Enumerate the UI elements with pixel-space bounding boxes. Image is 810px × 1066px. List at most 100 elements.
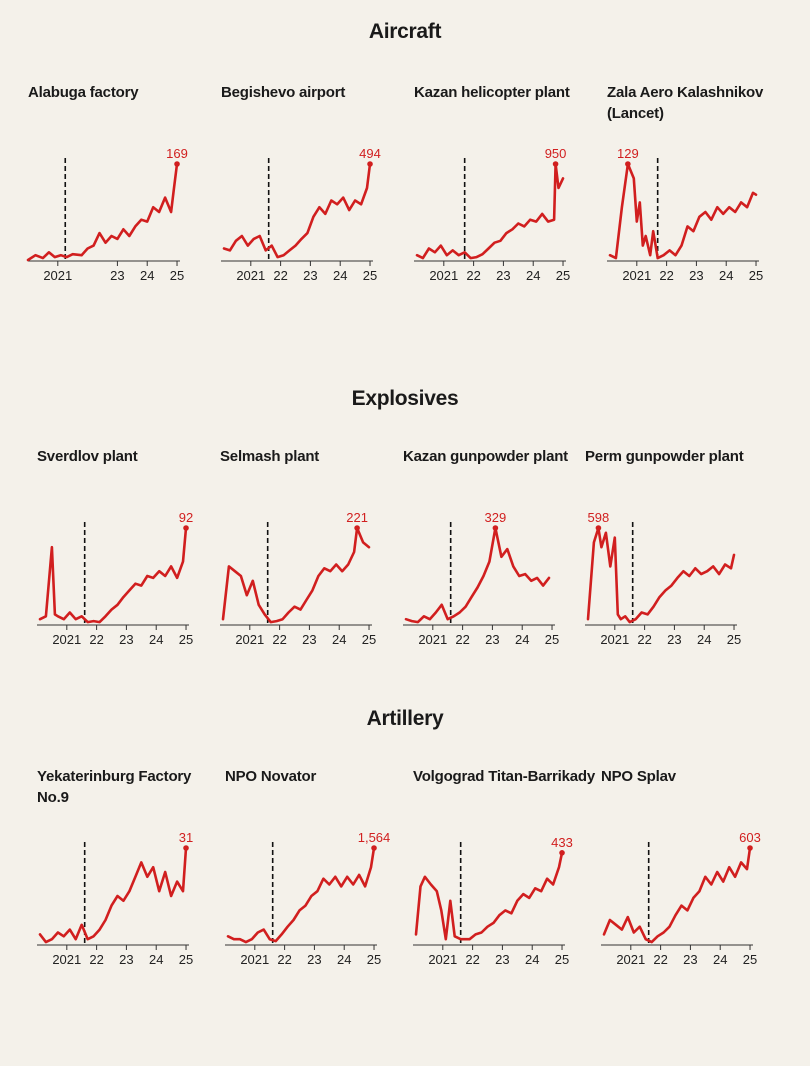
chart-panel: Selmash plant 2021 22 23 24 25 221 <box>220 446 410 746</box>
series-line <box>608 162 758 260</box>
peak-point <box>552 161 559 167</box>
series-line <box>414 851 564 941</box>
mini-chart: 2021 22 23 24 25 31 <box>37 830 193 967</box>
tick-label: 25 <box>743 952 757 967</box>
tick-label: 23 <box>496 268 510 283</box>
tick-label: 25 <box>362 632 376 647</box>
tick-label: 2021 <box>235 632 264 647</box>
peak-point <box>492 525 499 531</box>
peak-point <box>183 845 189 851</box>
mini-chart: 2021 22 23 24 25 603 <box>601 830 761 967</box>
tick-label: 22 <box>653 952 667 967</box>
tick-label: 25 <box>727 632 741 647</box>
peak-label: 950 <box>545 146 567 161</box>
series-line <box>221 526 371 624</box>
tick-label: 23 <box>683 952 697 967</box>
tick-label: 23 <box>302 632 316 647</box>
panel-title: Volgograd Titan-Barrikady <box>413 768 595 785</box>
peak-label: 31 <box>179 830 193 845</box>
tick-label: 22 <box>465 952 479 967</box>
chart-panel: Sverdlov plant 2021 22 23 24 25 92 <box>37 446 227 746</box>
tick-label: 23 <box>485 632 499 647</box>
tick-label: 25 <box>363 268 377 283</box>
peak-point <box>183 525 189 531</box>
tick-label: 2021 <box>418 632 447 647</box>
peak-label: 221 <box>346 510 368 525</box>
tick-label: 25 <box>170 268 184 283</box>
mini-chart: 2021 22 23 24 25 950 <box>414 146 570 283</box>
tick-label: 2021 <box>240 952 269 967</box>
chart-panel: Volgograd Titan-Barrikady 2021 22 23 24 25 433 <box>413 766 603 1066</box>
tick-label: 24 <box>515 632 529 647</box>
peak-label: 92 <box>179 510 193 525</box>
tick-label: 2021 <box>622 268 651 283</box>
peak-point <box>371 845 377 851</box>
tick-label: 2021 <box>616 952 645 967</box>
peak-point <box>354 525 360 531</box>
tick-label: 25 <box>556 268 570 283</box>
tick-label: 23 <box>110 268 124 283</box>
tick-label: 23 <box>307 952 321 967</box>
tick-label: 22 <box>659 268 673 283</box>
tick-label: 25 <box>179 952 193 967</box>
tick-label: 23 <box>119 952 133 967</box>
panel-title: NPO Novator <box>225 768 317 785</box>
tick-label: 23 <box>667 632 681 647</box>
tick-label: 24 <box>337 952 351 967</box>
peak-point <box>747 845 753 851</box>
tick-label: 24 <box>526 268 540 283</box>
peak-label: 603 <box>739 830 761 845</box>
series-line <box>226 846 376 944</box>
mini-chart: 2021 22 23 24 25 1,564 <box>225 830 391 967</box>
series-line <box>26 162 179 262</box>
series-line <box>222 162 372 259</box>
mini-chart: 2021 22 23 24 25 598 <box>585 510 741 647</box>
tick-label: 2021 <box>52 952 81 967</box>
peak-point <box>367 161 373 167</box>
peak-point <box>595 525 602 531</box>
panel-title: Selmash plant <box>220 448 320 465</box>
panel-title: Perm gunpowder plant <box>585 448 744 465</box>
tick-label: 2021 <box>236 268 265 283</box>
panel-title: Begishevo airport <box>221 84 346 101</box>
tick-label: 24 <box>719 268 733 283</box>
panel-title: Sverdlov plant <box>37 448 138 465</box>
chart-panel: NPO Splav 2021 22 23 24 25 603 <box>601 766 791 1066</box>
peak-label: 169 <box>166 146 188 161</box>
tick-label: 22 <box>277 952 291 967</box>
tick-label: 22 <box>637 632 651 647</box>
panel-title: Kazan gunpowder plant <box>403 448 568 465</box>
tick-label: 24 <box>713 952 727 967</box>
chart-panel: Zala Aero Kalashnikov (Lancet) 2021 22 23 24… <box>607 82 797 382</box>
tick-label: 25 <box>555 952 569 967</box>
tick-label: 24 <box>149 632 163 647</box>
tick-label: 24 <box>149 952 163 967</box>
section-title: Artillery <box>366 707 444 730</box>
tick-label: 24 <box>525 952 539 967</box>
peak-label: 598 <box>588 510 610 525</box>
peak-label: 433 <box>551 835 573 850</box>
panel-title: Zala Aero Kalashnikov (Lancet) <box>607 84 764 122</box>
series-line <box>38 846 188 944</box>
mini-chart: 2021 22 23 24 25 92 <box>37 510 193 647</box>
peak-label: 1,564 <box>358 830 391 845</box>
peak-point <box>174 161 180 167</box>
chart-panel: Yekaterinburg Factory No.9 2021 22 23 24 25 31 <box>37 766 227 1066</box>
tick-label: 25 <box>749 268 763 283</box>
tick-label: 25 <box>367 952 381 967</box>
mini-chart: 2021 23 24 25 169 <box>26 146 188 283</box>
tick-label: 23 <box>303 268 317 283</box>
tick-label: 23 <box>495 952 509 967</box>
mini-chart: 2021 22 23 24 25 129 <box>607 146 763 283</box>
tick-label: 25 <box>545 632 559 647</box>
chart-panel: Alabuga factory 2021 23 24 25 169 <box>26 82 218 382</box>
section-title: Explosives <box>351 387 459 410</box>
series-line <box>38 526 188 624</box>
tick-label: 22 <box>89 952 103 967</box>
mini-chart: 2021 22 23 24 25 433 <box>413 835 573 967</box>
tick-label: 24 <box>332 632 346 647</box>
peak-label: 329 <box>485 510 507 525</box>
mini-chart: 2021 22 23 24 25 494 <box>221 146 381 283</box>
chart-panel: NPO Novator 2021 22 23 24 25 1,564 <box>225 766 415 1066</box>
tick-label: 2021 <box>428 952 457 967</box>
